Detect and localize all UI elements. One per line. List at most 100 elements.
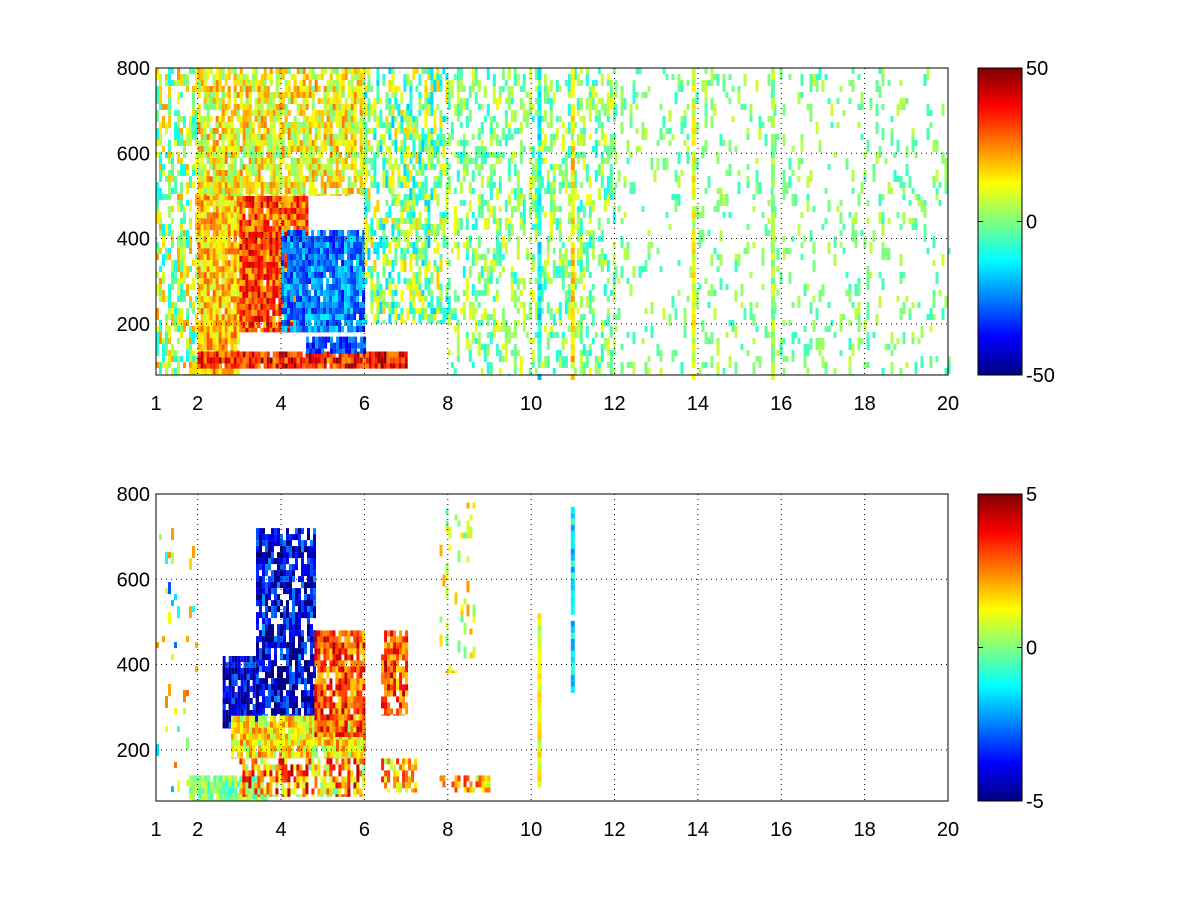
heatmap-cell — [200, 248, 204, 255]
heatmap-cell — [156, 74, 159, 80]
heatmap-cell — [935, 188, 939, 194]
heatmap-cell — [162, 236, 165, 242]
heatmap-cell — [215, 170, 219, 176]
heatmap-cell — [537, 302, 542, 308]
heatmap-cell — [430, 224, 434, 236]
heatmap-cell — [465, 236, 469, 248]
heatmap-cell — [839, 350, 843, 356]
heatmap-cell — [947, 356, 951, 362]
heatmap-cell — [308, 122, 312, 128]
heatmap-cell — [430, 68, 434, 80]
heatmap-cell — [480, 140, 484, 146]
heatmap-cell — [546, 182, 550, 194]
heatmap-cell — [168, 290, 171, 302]
heatmap-cell — [424, 314, 428, 320]
heatmap-cell — [299, 182, 303, 188]
heatmap-cell — [287, 195, 291, 208]
heatmap-cell — [299, 128, 303, 134]
heatmap-cell — [347, 152, 351, 158]
heatmap-cell — [326, 122, 330, 128]
heatmap-cell — [353, 326, 357, 332]
heatmap-cell — [272, 351, 276, 358]
heatmap-cell — [242, 207, 246, 214]
heatmap-cell — [293, 140, 297, 146]
heatmap-cell — [477, 104, 481, 110]
heatmap-cell — [418, 314, 422, 324]
heatmap-cell — [218, 164, 222, 170]
heatmap-cell — [367, 170, 371, 176]
heatmap-cell — [306, 348, 310, 354]
heatmap-cell — [546, 98, 550, 104]
heatmap-cell — [323, 351, 327, 358]
heatmap-cell — [812, 260, 816, 272]
heatmap-cell — [409, 134, 413, 140]
heatmap-cell — [905, 146, 909, 158]
heatmap-cell — [713, 248, 717, 254]
heatmap-cell — [591, 284, 595, 290]
heatmap-cell — [612, 368, 616, 374]
heatmap-cell — [534, 278, 538, 284]
heatmap-cell — [335, 308, 339, 314]
heatmap-cell — [156, 272, 159, 278]
heatmap-cell — [266, 291, 270, 298]
heatmap-cell — [356, 290, 360, 296]
heatmap-cell — [162, 146, 165, 152]
heatmap-cell — [492, 206, 496, 218]
heatmap-cell — [323, 92, 327, 104]
heatmap-cell — [254, 261, 258, 268]
heatmap-cell — [248, 225, 252, 232]
heatmap-cell — [857, 314, 861, 320]
heatmap-cell — [483, 86, 487, 98]
heatmap-cell — [453, 326, 457, 332]
heatmap-cell — [195, 134, 198, 140]
heatmap-cell — [314, 110, 318, 116]
heatmap-cell — [677, 194, 681, 206]
heatmap-cell — [561, 140, 565, 152]
heatmap-cell — [406, 236, 410, 248]
heatmap-cell — [567, 326, 571, 332]
heatmap-cell — [197, 290, 201, 297]
heatmap-cell — [180, 314, 183, 326]
heatmap-cell — [427, 134, 431, 140]
heatmap-cell — [591, 296, 595, 302]
heatmap-cell — [218, 182, 222, 194]
heatmap-cell — [564, 152, 568, 164]
heatmap-cell — [424, 224, 428, 230]
heatmap-cell — [445, 182, 449, 194]
heatmap-cell — [397, 194, 401, 206]
heatmap-cell — [543, 158, 547, 164]
heatmap-cell — [507, 128, 511, 134]
heatmap-cell — [480, 164, 484, 170]
heatmap-cell — [507, 194, 511, 206]
heatmap-cell — [400, 140, 404, 146]
heatmap-cell — [272, 219, 276, 226]
heatmap-cell — [350, 326, 354, 333]
heatmap-cell — [495, 296, 499, 302]
heatmap-cell — [197, 92, 201, 98]
heatmap-cell — [588, 272, 592, 278]
heatmap-cell — [251, 315, 255, 322]
heatmap-cell — [683, 326, 687, 338]
heatmap-cell — [549, 278, 553, 284]
heatmap-cell — [385, 302, 389, 308]
heatmap-cell — [513, 326, 517, 338]
heatmap-cell — [468, 344, 472, 350]
heatmap-cell — [728, 140, 732, 152]
heatmap-cell — [233, 248, 237, 261]
heatmap-cell — [406, 212, 410, 218]
heatmap-cell — [215, 206, 219, 213]
heatmap-cell — [356, 188, 360, 194]
heatmap-cell — [275, 255, 279, 262]
heatmap-cell — [180, 158, 183, 164]
heatmap-cell — [230, 206, 234, 213]
heatmap-cell — [275, 207, 279, 214]
heatmap-cell — [486, 182, 490, 188]
heatmap-cell — [528, 290, 532, 296]
heatmap-cell — [395, 363, 399, 369]
heatmap-cell — [534, 188, 538, 194]
heatmap-cell — [362, 92, 366, 98]
heatmap-cell — [659, 104, 663, 110]
heatmap-cell — [342, 342, 346, 354]
heatmap-cell — [713, 290, 717, 296]
